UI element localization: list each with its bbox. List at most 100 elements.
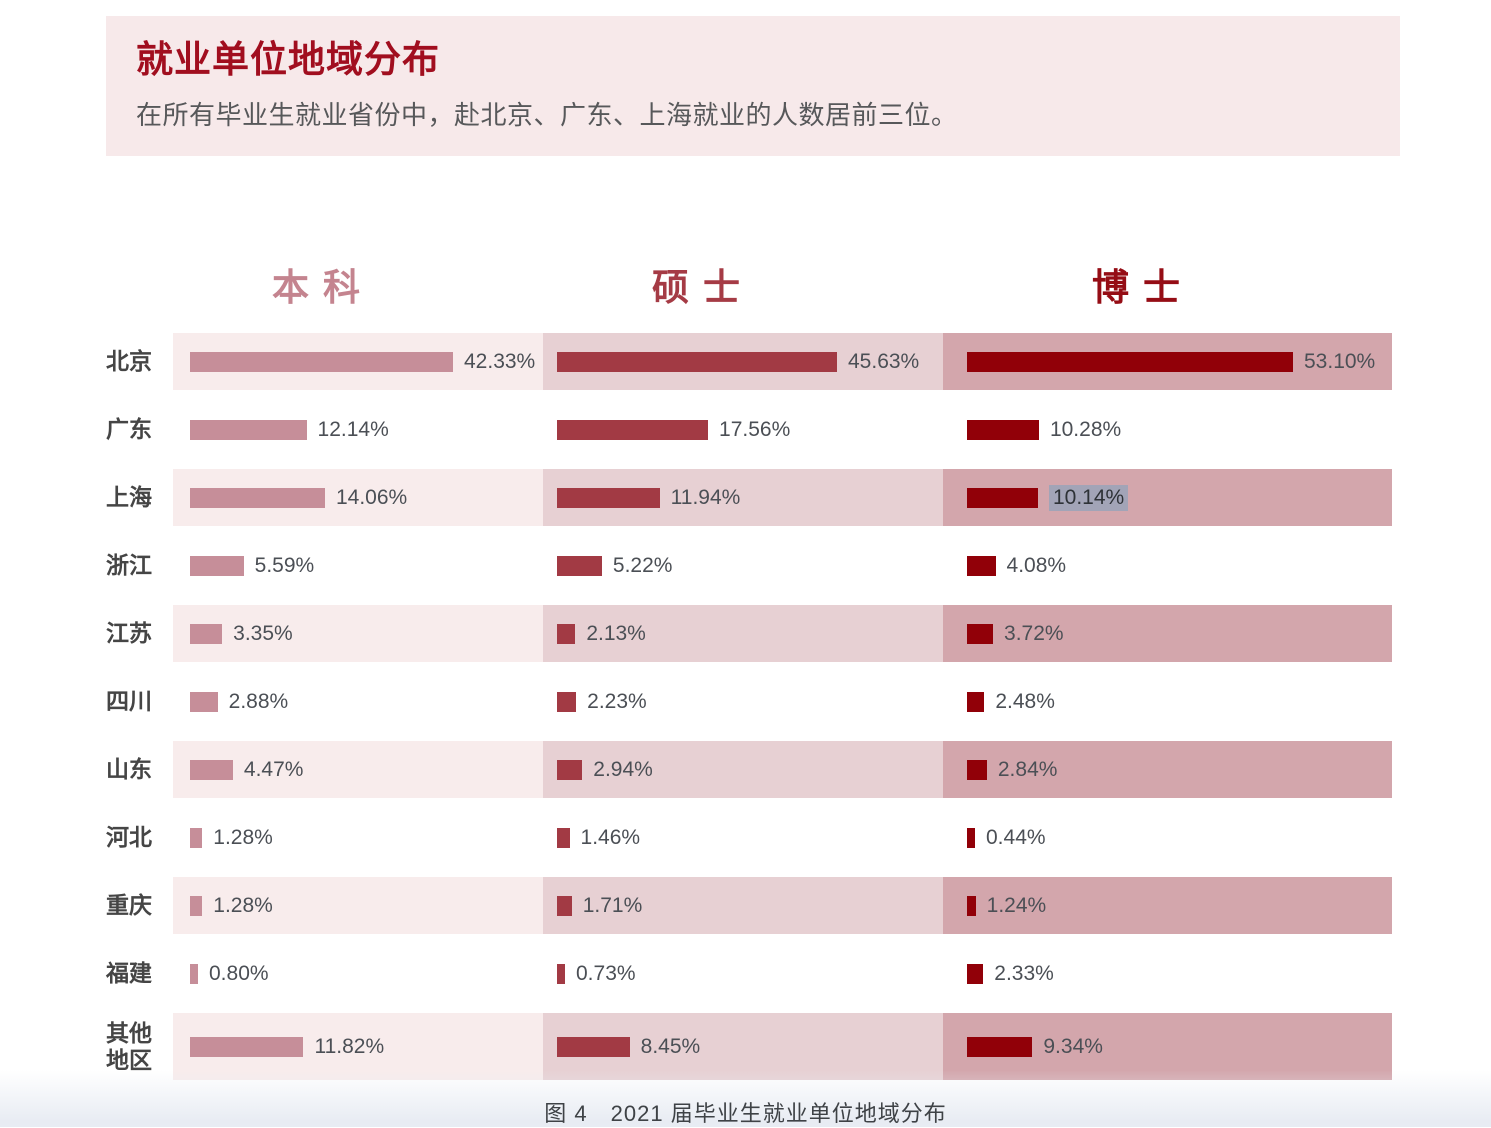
bar-value: 4.08% [1006, 553, 1067, 577]
row-label: 其他地区 [0, 1013, 173, 1080]
bar-cell: 1.46% [543, 809, 943, 866]
bar-cell: 10.14% [943, 469, 1392, 526]
bar [557, 487, 660, 508]
bar-cell: 11.94% [543, 469, 943, 526]
bar-cell: 2.33% [943, 945, 1392, 1002]
bar [967, 419, 1039, 440]
row-label: 河北 [0, 809, 173, 866]
bar-value: 53.10% [1304, 349, 1376, 373]
bar [557, 691, 577, 712]
row-label: 重庆 [0, 877, 173, 934]
bar [190, 759, 233, 780]
bar [967, 759, 987, 780]
bar [190, 827, 203, 848]
bar [967, 623, 994, 644]
column-header-master: 硕士 [652, 267, 754, 308]
bar-cell: 3.72% [943, 605, 1392, 662]
column-header-undergraduate: 本科 [272, 267, 374, 308]
bar [967, 351, 1293, 372]
bar-value: 1.24% [986, 893, 1047, 917]
row-label: 福建 [0, 945, 173, 1002]
chart-row: 北京 42.33% 45.63% 53.10% [0, 333, 1392, 390]
bar [557, 623, 576, 644]
row-label: 江苏 [0, 605, 173, 662]
bar-cell: 53.10% [943, 333, 1392, 390]
chart-row: 山东 4.47% 2.94% 2.84% [0, 741, 1392, 798]
row-label: 上海 [0, 469, 173, 526]
bar-value: 2.33% [994, 961, 1054, 985]
row-label-text: 江苏 [106, 620, 152, 646]
chart-row: 广东 12.14% 17.56% 10.28% [0, 401, 1392, 458]
bar-value: 17.56% [719, 417, 791, 441]
bar-value: 1.28% [213, 893, 273, 917]
bar-value: 2.48% [995, 689, 1055, 713]
bar [557, 555, 602, 576]
bar-cell: 17.56% [543, 401, 943, 458]
bar-cell: 0.73% [543, 945, 943, 1002]
bar-value: 5.22% [612, 553, 673, 577]
bar-value: 2.88% [228, 689, 289, 713]
chart-row: 福建 0.80% 0.73% 2.33% [0, 945, 1392, 1002]
bar-cell: 2.94% [543, 741, 943, 798]
bar [557, 895, 572, 916]
bar-cell: 0.44% [943, 809, 1392, 866]
bar-cell: 2.23% [543, 673, 943, 730]
bar-value: 2.94% [593, 757, 653, 781]
bar-cell: 12.14% [173, 401, 543, 458]
row-label-text: 重庆 [106, 892, 152, 918]
bar [190, 963, 198, 984]
row-label-text: 广东 [106, 416, 152, 442]
bar [190, 623, 223, 644]
bar-cell: 0.80% [173, 945, 543, 1002]
bar-value: 2.13% [586, 621, 646, 645]
row-label-text: 福建 [106, 960, 152, 986]
bar-value: 11.82% [314, 1034, 385, 1058]
bar-cell: 1.71% [543, 877, 943, 934]
bar [557, 759, 583, 780]
bar [190, 555, 244, 576]
bar [190, 691, 218, 712]
bar-cell: 2.84% [943, 741, 1392, 798]
bar-cell: 1.28% [173, 809, 543, 866]
bar-cell: 4.08% [943, 537, 1392, 594]
bar-value: 3.35% [233, 621, 293, 645]
bar [190, 895, 203, 916]
bar-cell: 5.22% [543, 537, 943, 594]
bar-value: 12.14% [317, 417, 389, 441]
bar-value-selected: 10.14% [1048, 484, 1129, 511]
chart-rows: 北京 42.33% 45.63% 53.10% 广东 12.14% 17.56% 10.28%… [0, 333, 1392, 1080]
bar-value: 0.80% [209, 961, 269, 985]
row-label: 浙江 [0, 537, 173, 594]
bar-cell: 42.33% [173, 333, 543, 390]
bar-value: 9.34% [1043, 1034, 1103, 1058]
bar [190, 487, 325, 508]
bar-cell: 14.06% [173, 469, 543, 526]
bar-value: 5.59% [254, 553, 315, 577]
bar [967, 1036, 1033, 1057]
row-label-text: 上海 [106, 484, 152, 510]
bar [557, 1036, 630, 1057]
row-label-text: 浙江 [106, 552, 152, 578]
chart-row: 浙江 5.59% 5.22% 4.08% [0, 537, 1392, 594]
chart-row: 其他地区 11.82% 8.45% 9.34% [0, 1013, 1392, 1080]
section-header-box: 就业单位地域分布 在所有毕业生就业省份中，赴北京、广东、上海就业的人数居前三位。 [106, 16, 1400, 156]
bar [967, 827, 975, 848]
bar-cell: 8.45% [543, 1013, 943, 1080]
bar [190, 1036, 304, 1057]
bar [557, 419, 709, 440]
bar [557, 351, 837, 372]
bar-cell: 5.59% [173, 537, 543, 594]
row-label-text: 北京 [106, 348, 152, 374]
bar-value: 1.28% [213, 825, 273, 849]
row-label: 北京 [0, 333, 173, 390]
chart-row: 江苏 3.35% 2.13% 3.72% [0, 605, 1392, 662]
bar-value: 10.28% [1049, 417, 1122, 441]
page-bottom-gradient [0, 1070, 1491, 1127]
bar-value: 4.47% [243, 757, 304, 781]
bar-cell: 1.28% [173, 877, 543, 934]
bar-value: 42.33% [464, 349, 536, 373]
bar-value: 2.23% [587, 689, 647, 713]
bar [190, 351, 453, 372]
bar-cell: 10.28% [943, 401, 1392, 458]
bar-cell: 2.48% [943, 673, 1392, 730]
